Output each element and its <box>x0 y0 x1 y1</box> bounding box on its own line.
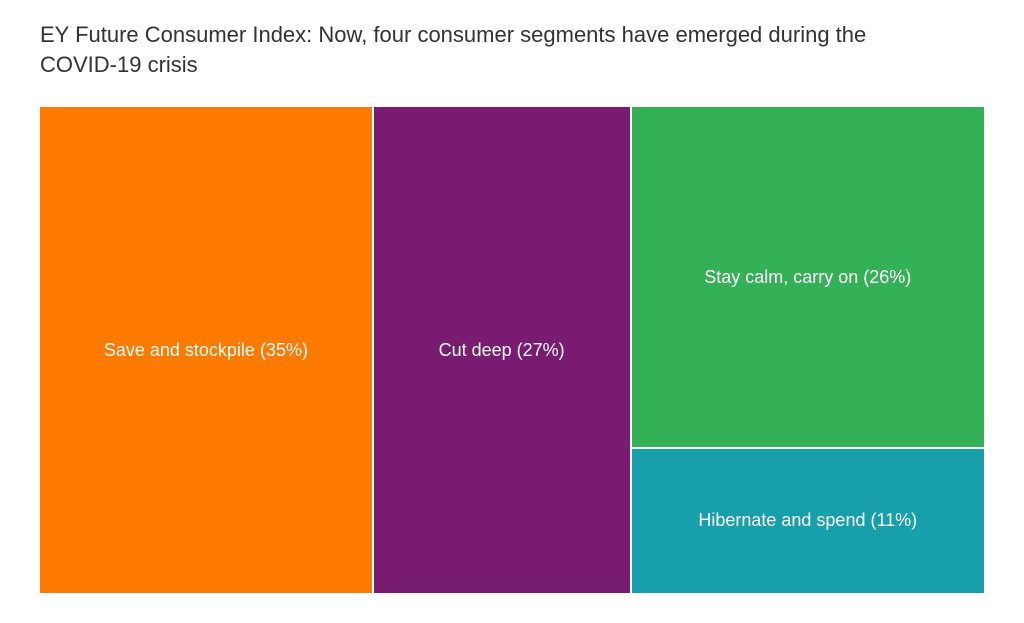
treemap-tile-cut: Cut deep (27%) <box>374 107 630 593</box>
treemap-tile-calm: Stay calm, carry on (26%) <box>632 107 985 446</box>
treemap-tile-save: Save and stockpile (35%) <box>40 107 372 593</box>
treemap-column: Cut deep (27%) <box>374 107 630 593</box>
treemap: Save and stockpile (35%)Cut deep (27%)St… <box>40 107 984 593</box>
treemap-tile-hibernate: Hibernate and spend (11%) <box>632 449 985 593</box>
chart-container: EY Future Consumer Index: Now, four cons… <box>0 0 1024 623</box>
treemap-column: Save and stockpile (35%) <box>40 107 372 593</box>
chart-title: EY Future Consumer Index: Now, four cons… <box>40 20 920 79</box>
treemap-column: Stay calm, carry on (26%)Hibernate and s… <box>632 107 985 593</box>
